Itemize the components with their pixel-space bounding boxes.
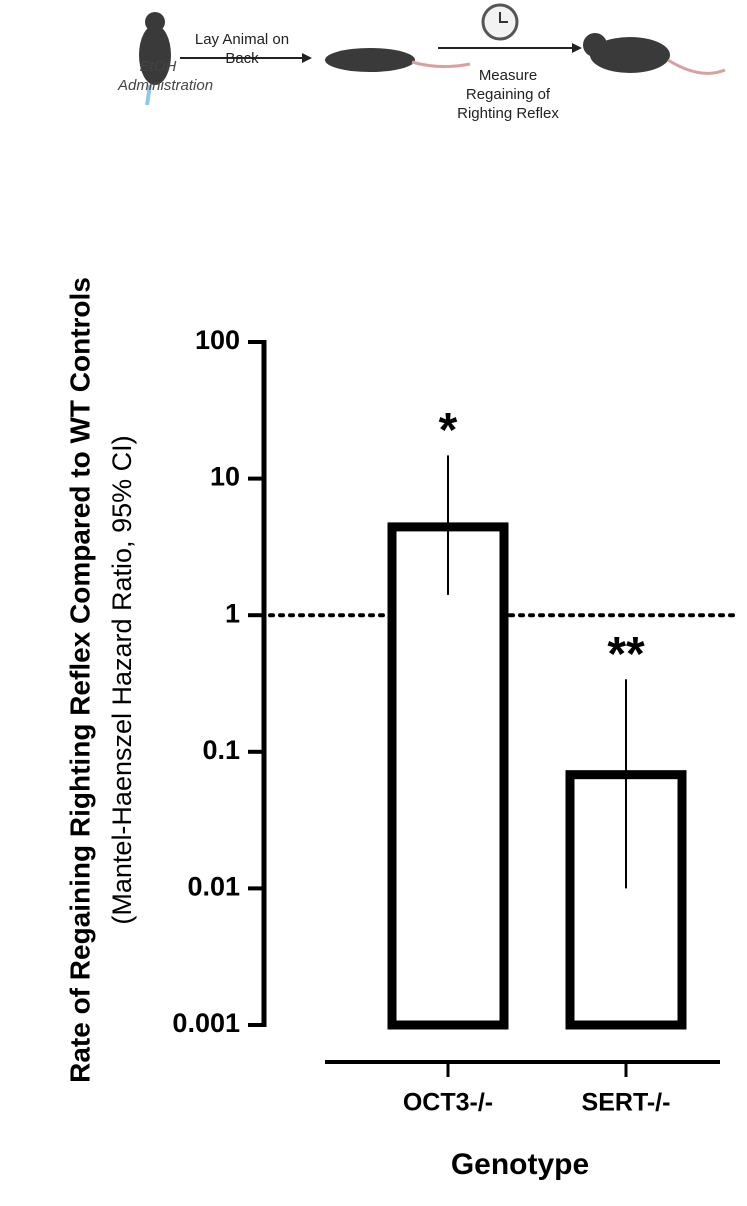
- significance-label: **: [607, 628, 645, 681]
- arrow: [572, 43, 582, 53]
- step-label: Measure Regaining of Righting Reflex: [457, 67, 559, 122]
- step-label: EtOH Administration: [118, 58, 214, 94]
- bar: [387, 522, 509, 1030]
- x-tick-label: SERT-/-: [582, 1089, 671, 1117]
- mouse-icon: [325, 48, 415, 72]
- significance-label: *: [439, 404, 458, 457]
- arrow: [302, 53, 312, 63]
- x-tick-label: OCT3-/-: [403, 1089, 493, 1117]
- y-tick-label: 1: [225, 598, 240, 628]
- y-tick-label: 0.1: [202, 735, 240, 765]
- mouse-icon: [583, 33, 607, 57]
- mouse-icon: [145, 12, 165, 32]
- y-axis-title: Rate of Regaining Righting Reflex Compar…: [64, 277, 95, 1083]
- y-axis-subtitle: (Mantel-Haenszel Hazard Ratio, 95% CI): [107, 435, 137, 924]
- needle-icon: [145, 84, 152, 106]
- mouse-icon: [139, 25, 171, 85]
- step-label: Lay Animal on Back: [194, 31, 290, 67]
- y-tick-label: 100: [195, 325, 240, 355]
- mouse-tail: [411, 60, 471, 69]
- mouse-tail: [667, 58, 726, 75]
- clock-hands: [499, 12, 508, 23]
- y-tick-label: 0.001: [172, 1008, 240, 1038]
- y-tick-label: 10: [210, 462, 240, 492]
- x-axis-title: Genotype: [451, 1148, 589, 1181]
- schematic: [139, 3, 726, 106]
- mouse-icon: [590, 37, 670, 73]
- y-tick-label: 0.01: [187, 872, 240, 902]
